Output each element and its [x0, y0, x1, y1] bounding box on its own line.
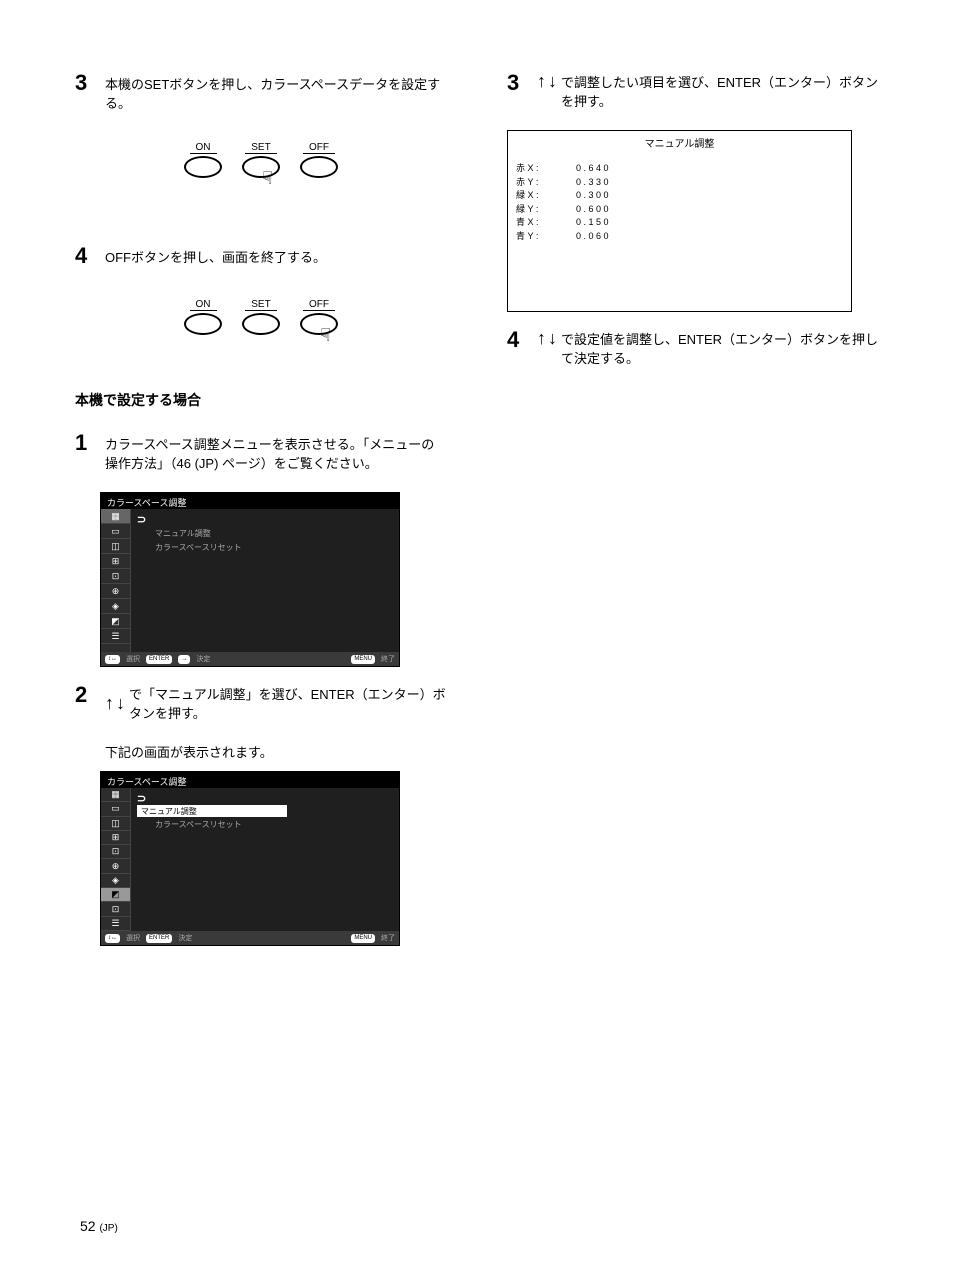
step-number: 3 [75, 70, 95, 96]
sidebar-icon: ▦ [101, 509, 130, 524]
sidebar-icon: ⊞ [101, 554, 130, 569]
footer-label: 終了 [381, 933, 395, 943]
sidebar-icon: ☰ [101, 629, 130, 644]
sidebar-icon: ⊕ [101, 859, 130, 873]
footer-label: 終了 [381, 654, 395, 664]
sidebar-icon: ⊕ [101, 584, 130, 599]
table-row-value: 0 . 3 0 0 [576, 189, 609, 203]
sidebar-icon: ▦ [101, 788, 130, 802]
page-number: 52 (JP) [80, 1218, 118, 1234]
footer-label: 選択 [126, 654, 140, 664]
menu-item: カラースペースリセット [137, 817, 393, 831]
up-down-arrows-icon [105, 694, 125, 712]
set-button-icon: ☟ [242, 156, 280, 178]
on-button-icon [184, 156, 222, 178]
sidebar-icon: ▭ [101, 802, 130, 816]
menu-title: カラースペース調整 [101, 493, 399, 509]
button-illustration: ON SET OFF ☟ [75, 294, 447, 335]
table-title: マニュアル調整 [516, 137, 843, 152]
step-text: で調整したい項目を選び、ENTER（エンター）ボタンを押す。 [561, 72, 879, 110]
sidebar-icon: ◈ [101, 599, 130, 614]
off-label: OFF [303, 142, 335, 154]
nav-icon: ↕↔ [105, 655, 120, 664]
on-button-icon [184, 313, 222, 335]
menu-icon: MENU [351, 655, 375, 664]
step-text: 本機のSETボタンを押し、カラースペースデータを設定する。 [105, 70, 447, 112]
set-button-icon [242, 313, 280, 335]
menu-sidebar: ▦ ▭ ◫ ⊞ ⊡ ⊕ ◈ ◩ ☰ [101, 509, 131, 652]
table-row-value: 0 . 0 6 0 [576, 230, 609, 244]
off-button-icon [300, 156, 338, 178]
table-row-value: 0 . 1 5 0 [576, 216, 609, 230]
on-label: ON [190, 299, 217, 311]
step-text: で設定値を調整し、ENTER（エンター）ボタンを押して決定する。 [561, 329, 879, 367]
sidebar-icon: ◫ [101, 539, 130, 554]
menu-sidebar: ▦ ▭ ◫ ⊞ ⊡ ⊕ ◈ ◩ ⊡ ☰ [101, 788, 131, 931]
menu-screenshot: カラースペース調整 ▦ ▭ ◫ ⊞ ⊡ ⊕ ◈ ◩ ⊡ ☰ ⊃ マニュアル調整 [100, 771, 400, 946]
nav-icon: ↕↔ [105, 934, 120, 943]
step-number: 4 [507, 327, 527, 353]
menu-item: マニュアル調整 [137, 526, 393, 540]
footer-label: 決定 [178, 933, 192, 943]
step-number: 2 [75, 682, 95, 708]
sidebar-icon: ◩ [101, 888, 130, 902]
back-icon: ⊃ [137, 792, 393, 805]
table-row-label: 赤 Y : [516, 176, 576, 190]
sidebar-icon: ▭ [101, 524, 130, 539]
sidebar-icon: ⊞ [101, 831, 130, 845]
step-number: 4 [75, 243, 95, 269]
footer-label: 決定 [196, 654, 210, 664]
step-text: カラースペース調整メニューを表示させる。「メニューの操作方法」（46 (JP) … [105, 430, 447, 472]
menu-screenshot: カラースペース調整 ▦ ▭ ◫ ⊞ ⊡ ⊕ ◈ ◩ ☰ ⊃ マニュアル調整 カラ… [100, 492, 400, 667]
hand-pointer-icon: ☟ [320, 325, 331, 346]
off-button-icon: ☟ [300, 313, 338, 335]
menu-icon: MENU [351, 934, 375, 943]
step-number: 1 [75, 430, 95, 456]
up-down-arrows-icon [537, 72, 557, 90]
settings-table: マニュアル調整 赤 X : 赤 Y : 緑 X : 緑 Y : 青 X : 青 … [507, 130, 852, 312]
sidebar-icon: ◫ [101, 817, 130, 831]
step-number: 3 [507, 70, 527, 96]
menu-item-selected: マニュアル調整 [137, 805, 287, 817]
arrow-icon: → [178, 655, 190, 664]
sidebar-icon: ◩ [101, 614, 130, 629]
table-row-label: 緑 X : [516, 189, 576, 203]
sidebar-icon: ⊡ [101, 569, 130, 584]
table-row-value: 0 . 3 3 0 [576, 176, 609, 190]
table-row-label: 青 Y : [516, 230, 576, 244]
on-label: ON [190, 142, 217, 154]
sidebar-icon: ☰ [101, 917, 130, 931]
table-row-value: 0 . 6 0 0 [576, 203, 609, 217]
enter-icon: ENTER [146, 934, 172, 943]
step-text: で「マニュアル調整」を選び、ENTER（エンター）ボタンを押す。 [129, 684, 447, 722]
sidebar-icon: ⊡ [101, 845, 130, 859]
step-subtext: 下記の画面が表示されます。 [105, 742, 447, 761]
step-text: OFFボタンを押し、画面を終了する。 [105, 243, 447, 266]
up-down-arrows-icon [537, 329, 557, 347]
menu-title: カラースペース調整 [101, 772, 399, 788]
menu-item: カラースペースリセット [137, 540, 393, 554]
button-illustration: ON SET ☟ OFF [75, 137, 447, 178]
footer-label: 選択 [126, 933, 140, 943]
table-row-label: 青 X : [516, 216, 576, 230]
sidebar-icon: ⊡ [101, 902, 130, 916]
sidebar-icon: ◈ [101, 874, 130, 888]
table-row-label: 赤 X : [516, 162, 576, 176]
section-heading: 本機で設定する場合 [75, 390, 447, 410]
hand-pointer-icon: ☟ [262, 168, 273, 189]
set-label: SET [245, 299, 276, 311]
table-row-value: 0 . 6 4 0 [576, 162, 609, 176]
table-row-label: 緑 Y : [516, 203, 576, 217]
set-label: SET [245, 142, 276, 154]
back-icon: ⊃ [137, 513, 393, 526]
off-label: OFF [303, 299, 335, 311]
enter-icon: ENTER [146, 655, 172, 664]
